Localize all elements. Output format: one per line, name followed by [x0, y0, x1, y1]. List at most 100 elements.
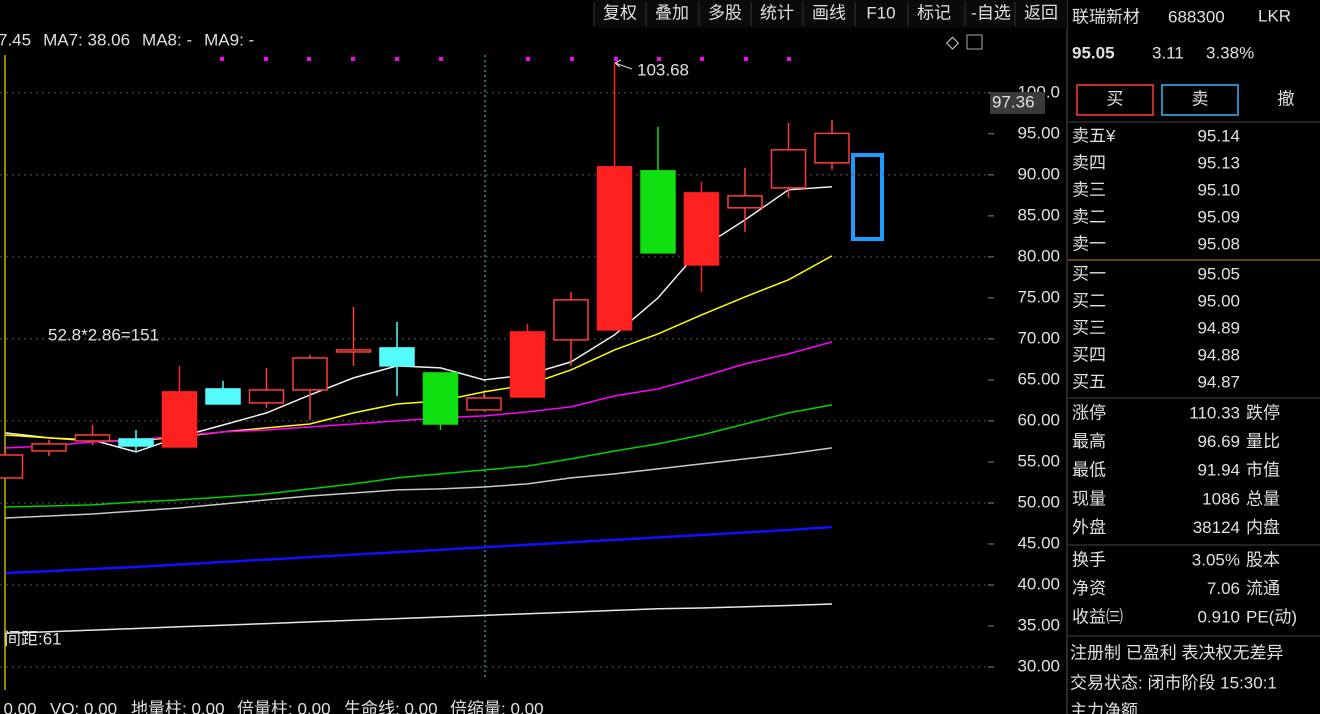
signal-dot: [526, 57, 530, 61]
status-line: 主力净额: [1070, 701, 1138, 714]
y-tick-label: 65.00: [1017, 369, 1060, 388]
status-line: 注册制 已盈利 表决权无差异: [1070, 643, 1283, 662]
book-label: 买三: [1072, 318, 1106, 337]
signal-dot: [744, 57, 748, 61]
y-tick-label: 80.00: [1017, 246, 1060, 265]
toolbar-button[interactable]: 复权: [603, 3, 637, 22]
stat-label: 总量: [1246, 489, 1280, 508]
action-button[interactable]: 卖: [1192, 89, 1209, 108]
status-line: 交易状态: 闭市阶段 15:30:1: [1070, 673, 1277, 692]
stat-value: 96.69: [1197, 432, 1240, 451]
signal-dot: [614, 57, 618, 61]
stat-value: 3.05%: [1192, 550, 1240, 569]
indicator-label: MA8: -: [142, 30, 192, 49]
y-tick-label: 40.00: [1017, 574, 1060, 593]
toolbar-button[interactable]: 标记: [917, 3, 951, 22]
candle-body: [118, 438, 154, 447]
action-button-frame[interactable]: [1161, 84, 1239, 116]
toolbar-button[interactable]: 返回: [1024, 3, 1058, 22]
book-price: 95.09: [1197, 207, 1240, 226]
toolbar-button[interactable]: 画线: [812, 3, 846, 22]
window-icon[interactable]: [966, 34, 983, 50]
signal-dot: [700, 57, 704, 61]
stat-label: 流通: [1246, 579, 1280, 598]
indicator-value: 地量柱: 0.00: [131, 699, 225, 714]
annotation: 103.68: [637, 60, 689, 79]
book-price: 95.13: [1197, 153, 1240, 172]
price-tag: 97.36: [992, 92, 1035, 111]
candle-body: [335, 349, 372, 353]
indicator-label: 7.45: [0, 30, 31, 49]
book-price: 95.08: [1197, 234, 1240, 253]
toolbar-button[interactable]: -自选: [971, 3, 1011, 22]
indicator-value: 倍量柱: 0.00: [237, 699, 331, 714]
moving-average-line: [5, 603, 833, 634]
book-label: 买一: [1072, 264, 1106, 283]
stat-label: 内盘: [1246, 518, 1280, 537]
candle-body: [814, 132, 850, 164]
candle-body: [379, 347, 415, 367]
y-tick-label: 70.00: [1017, 328, 1060, 347]
stat-value: 110.33: [1189, 403, 1240, 422]
y-tick-label: 85.00: [1017, 205, 1060, 224]
book-price: 94.88: [1197, 345, 1240, 364]
candle-body: [0, 454, 24, 479]
action-button[interactable]: 撤: [1278, 89, 1295, 108]
candle-body: [509, 331, 546, 398]
price-change-pct: 3.38%: [1206, 43, 1254, 62]
book-price: 94.89: [1197, 318, 1240, 337]
stock-name: 联瑞新材: [1072, 7, 1140, 26]
candle-body: [161, 391, 198, 448]
toolbar-button[interactable]: 叠加: [655, 3, 689, 22]
diamond-icon[interactable]: ◇: [946, 32, 960, 51]
indicator-value: 倍缩量: 0.00: [450, 699, 544, 714]
book-price: 95.05: [1197, 264, 1240, 283]
y-tick-label: 60.00: [1017, 410, 1060, 429]
candle-body: [770, 149, 807, 189]
indicator-value: 生命线: 0.00: [344, 699, 438, 714]
stat-value: 7.06: [1207, 579, 1240, 598]
candle-body: [553, 299, 589, 341]
moving-average-line: [5, 447, 833, 519]
candle-body: [248, 389, 285, 404]
stat-label: 净资: [1072, 579, 1106, 598]
signal-dot: [307, 57, 311, 61]
last-price: 95.05: [1072, 43, 1115, 62]
signal-dot: [657, 57, 661, 61]
book-price: 95.00: [1197, 291, 1240, 310]
stat-value: 91.94: [1197, 461, 1240, 480]
toolbar-button[interactable]: 统计: [760, 3, 794, 22]
candle-body: [466, 397, 502, 411]
signal-dot: [570, 57, 574, 61]
book-price: 94.87: [1197, 372, 1240, 391]
stat-label: PE(动): [1246, 608, 1297, 627]
y-tick-label: 75.00: [1017, 287, 1060, 306]
stat-label: 跌停: [1246, 403, 1280, 422]
toolbar-bg: [593, 0, 1067, 28]
y-tick-label: 55.00: [1017, 451, 1060, 470]
signal-dot: [395, 57, 399, 61]
highlight-box: [851, 153, 884, 241]
action-button-frame[interactable]: [1076, 84, 1154, 116]
book-label: 卖二: [1072, 207, 1106, 226]
stat-label: 市值: [1246, 461, 1280, 480]
stat-label: 现量: [1072, 489, 1106, 508]
signal-dot: [264, 57, 268, 61]
y-tick-label: 30.00: [1017, 657, 1060, 676]
stat-label: 收益㈢: [1072, 608, 1123, 627]
toolbar-button[interactable]: F10: [866, 3, 895, 22]
y-tick-label: 50.00: [1017, 492, 1060, 511]
stat-label: 股本: [1246, 550, 1280, 569]
annotation: 间距:61: [4, 629, 62, 648]
action-button[interactable]: 买: [1107, 89, 1124, 108]
candle-body: [205, 388, 241, 405]
book-label: 买五: [1072, 372, 1106, 391]
signal-dot: [787, 57, 791, 61]
candle-body: [727, 195, 763, 209]
stat-value: 0.910: [1197, 608, 1240, 627]
signal-dot: [220, 57, 224, 61]
toolbar-button[interactable]: 多股: [708, 3, 742, 22]
book-price: 95.14: [1197, 126, 1240, 145]
